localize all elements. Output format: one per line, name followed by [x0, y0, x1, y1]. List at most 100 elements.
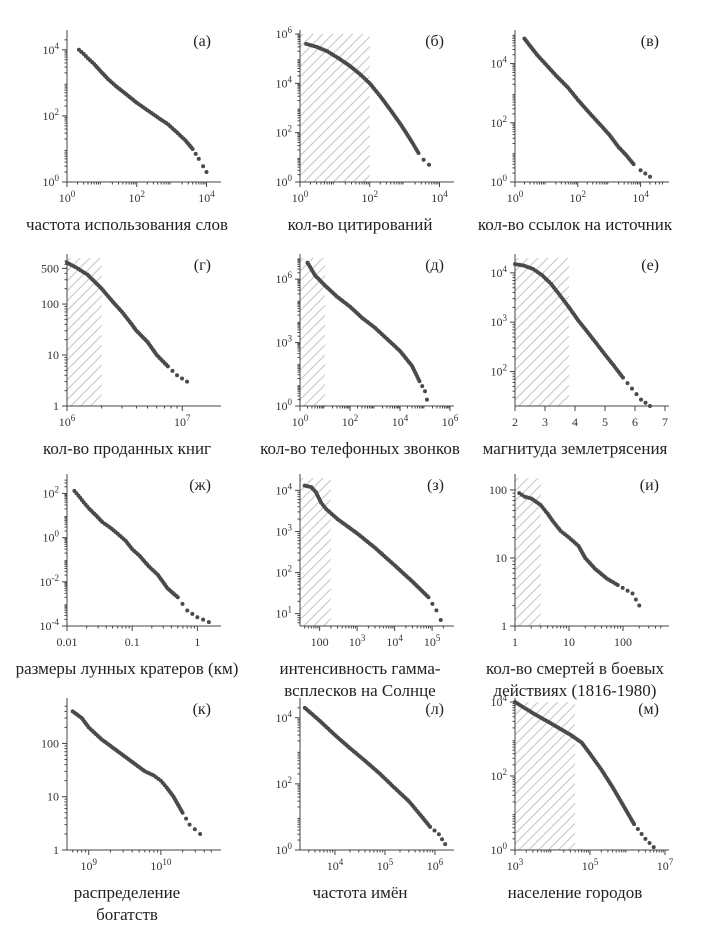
y-tick-label: 100 [41, 736, 59, 750]
panel-letter: (г) [194, 257, 211, 274]
data-point [615, 583, 620, 588]
data-point [421, 157, 426, 162]
x-tick-label: 103 [507, 857, 524, 873]
data-point [180, 601, 185, 606]
x-tick-label: 100 [507, 189, 524, 205]
data-point [639, 831, 644, 836]
data-point [185, 379, 190, 384]
x-tick-label: 109 [80, 857, 97, 873]
data-point [625, 588, 630, 593]
chart-panel-e: 100 102 104 106 100 103 106 (д) [276, 254, 459, 429]
x-tick-label: 104 [632, 189, 649, 205]
data-point [416, 150, 421, 155]
x-tick-label: 105 [582, 857, 599, 873]
y-tick-label: 100 [276, 397, 293, 413]
y-tick-label: 104 [491, 693, 508, 709]
chart-panel-a: 100 102 104 100 102 104 (а) [43, 30, 221, 205]
data-point [621, 375, 625, 380]
chart-caption: кол-во телефонных звонков [260, 439, 460, 458]
y-tick-label: 106 [276, 270, 293, 286]
data-point [187, 822, 192, 827]
data-point [434, 608, 439, 613]
x-tick-label: 104 [198, 189, 215, 205]
x-tick-label: 7 [662, 415, 668, 429]
data-point [180, 376, 185, 381]
data-point [625, 381, 630, 386]
data-point [424, 397, 429, 402]
data-point [648, 174, 653, 179]
x-tick-label: 102 [342, 413, 359, 429]
panel-letter: (б) [425, 33, 444, 50]
data-point [432, 828, 437, 833]
y-tick-label: 101 [276, 605, 293, 621]
panel-letter: (и) [640, 477, 659, 494]
hatched-region [300, 34, 370, 182]
data-point [440, 837, 445, 842]
y-tick-label: 102 [491, 363, 508, 379]
y-tick-label: 102 [491, 767, 508, 783]
x-tick-label: 106 [442, 413, 459, 429]
x-tick-label: 104 [327, 857, 344, 873]
y-tick-label: 104 [491, 55, 508, 71]
hatched-region [515, 258, 569, 406]
y-tick-label: 10-2 [40, 573, 60, 589]
data-point [635, 827, 640, 832]
chart-caption: кол-во проданных книг [42, 439, 212, 458]
data-point [193, 151, 198, 156]
x-tick-label: 107 [657, 857, 674, 873]
x-tick-label: 100 [59, 189, 76, 205]
data-point [634, 392, 639, 397]
y-tick-label: 102 [276, 775, 293, 791]
chart-caption-line2: всплесков на Солнце [284, 681, 436, 700]
chart-caption: размеры лунных кратеров (км) [15, 659, 239, 678]
panel-letter: (з) [427, 477, 444, 494]
data-point [427, 162, 432, 167]
y-tick-label: 10 [495, 551, 507, 565]
y-tick-label: 100 [41, 297, 59, 311]
data-point [631, 162, 636, 167]
y-tick-label: 103 [276, 522, 293, 538]
x-tick-label: 100 [292, 413, 309, 429]
data-point [648, 404, 652, 408]
chart-caption: кол-во ссылок на источник [477, 215, 673, 234]
y-tick-label: 100 [276, 841, 293, 857]
y-tick-label: 104 [276, 709, 293, 725]
data-point [630, 591, 635, 596]
x-tick-label: 102 [129, 189, 146, 205]
data-point [420, 384, 425, 389]
chart-caption: население городов [507, 883, 643, 902]
x-tick-label: 106 [427, 857, 444, 873]
hatched-region [67, 258, 102, 406]
y-tick-label: 102 [276, 564, 293, 580]
x-tick-label: 105 [377, 857, 394, 873]
x-tick-label: 104 [431, 189, 448, 205]
chart-caption: кол-во смертей в боевых [485, 659, 665, 678]
y-tick-label: 106 [276, 25, 293, 41]
panel-letter: (к) [193, 701, 211, 718]
data-point [643, 400, 648, 405]
y-tick-label: 100 [43, 173, 60, 189]
chart-panel-g: 0.01 0.1 1 10-4 10-2 100 102 (ж) [40, 474, 221, 649]
x-tick-label: 100 [292, 189, 309, 205]
chart-caption: интенсивность гамма- [279, 659, 441, 678]
chart-panel-f: 2 3 4 5 6 7 102 103 104 (е) [491, 254, 669, 429]
y-tick-label: 100 [43, 529, 60, 545]
data-point [643, 171, 648, 176]
y-tick-label: 1 [53, 399, 59, 413]
x-tick-label: 102 [570, 189, 587, 205]
data-point [190, 611, 195, 616]
data-point [426, 595, 431, 600]
data-point [638, 168, 643, 173]
data-point [185, 608, 190, 613]
panel-letter: (а) [193, 33, 211, 50]
data-point [443, 842, 448, 847]
y-tick-label: 100 [491, 173, 508, 189]
chart-panel-d: 106 107 1 10 100 500 (г) [41, 254, 221, 429]
x-tick-label: 1010 [150, 857, 172, 873]
x-tick-label: 3 [542, 415, 548, 429]
y-tick-label: 1 [501, 619, 507, 633]
x-tick-label: 1 [194, 635, 200, 649]
data-point [651, 845, 656, 850]
chart-caption: частота использования слов [25, 215, 229, 234]
data-point [165, 364, 170, 369]
